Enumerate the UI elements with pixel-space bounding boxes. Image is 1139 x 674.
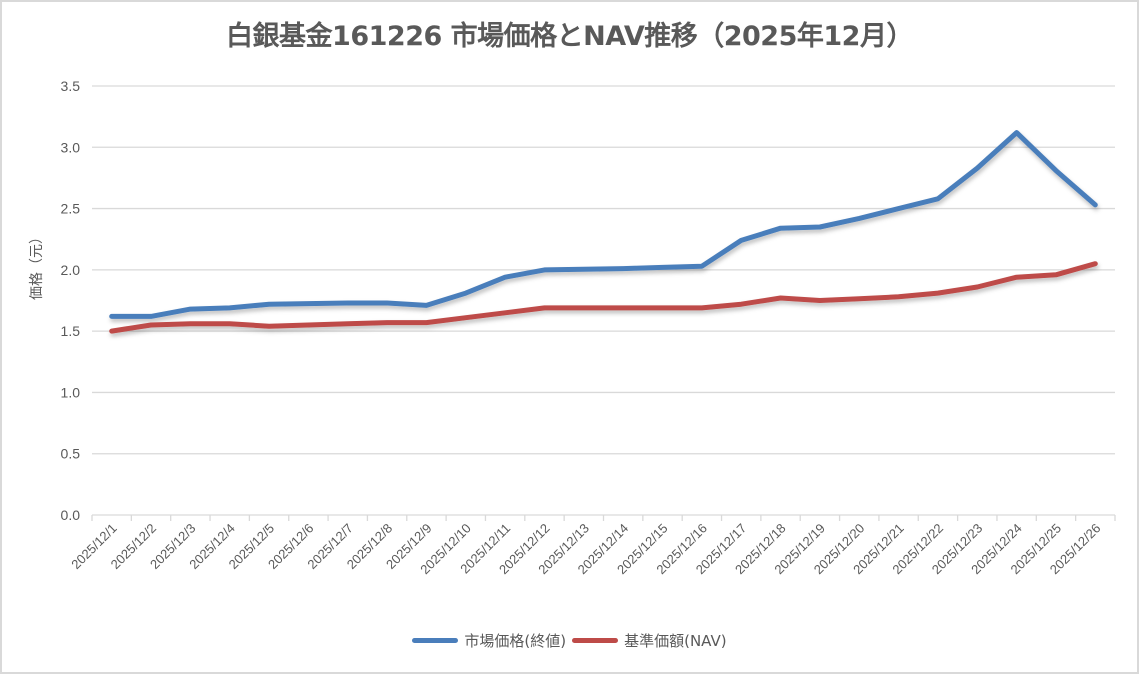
y-tick-label: 3.0 (61, 139, 81, 155)
legend: 市場価格(終値) 基準価額(NAV) (0, 630, 1139, 651)
chart-title: 白銀基金161226 市場価格とNAV推移（2025年12月） (226, 21, 913, 52)
series-line-nav (109, 261, 1098, 334)
legend-label-market-price: 市場価格(終値) (464, 632, 567, 650)
y-tick-label: 2.0 (61, 262, 81, 278)
y-tick-label: 3.5 (61, 78, 81, 94)
legend-item-nav[interactable]: 基準価額(NAV) (572, 630, 727, 651)
y-tick-label: 0.5 (61, 446, 81, 462)
y-tick-label: 0.0 (61, 507, 81, 523)
series-line-market-price (109, 130, 1098, 319)
legend-label-nav: 基準価額(NAV) (624, 632, 727, 650)
legend-swatch-market-price (412, 638, 459, 643)
legend-swatch-nav (572, 638, 619, 643)
y-tick-label: 1.0 (61, 384, 81, 400)
y-tick-label: 1.5 (61, 323, 81, 339)
legend-item-market-price[interactable]: 市場価格(終値) (412, 630, 566, 651)
y-tick-label: 2.5 (61, 201, 81, 217)
